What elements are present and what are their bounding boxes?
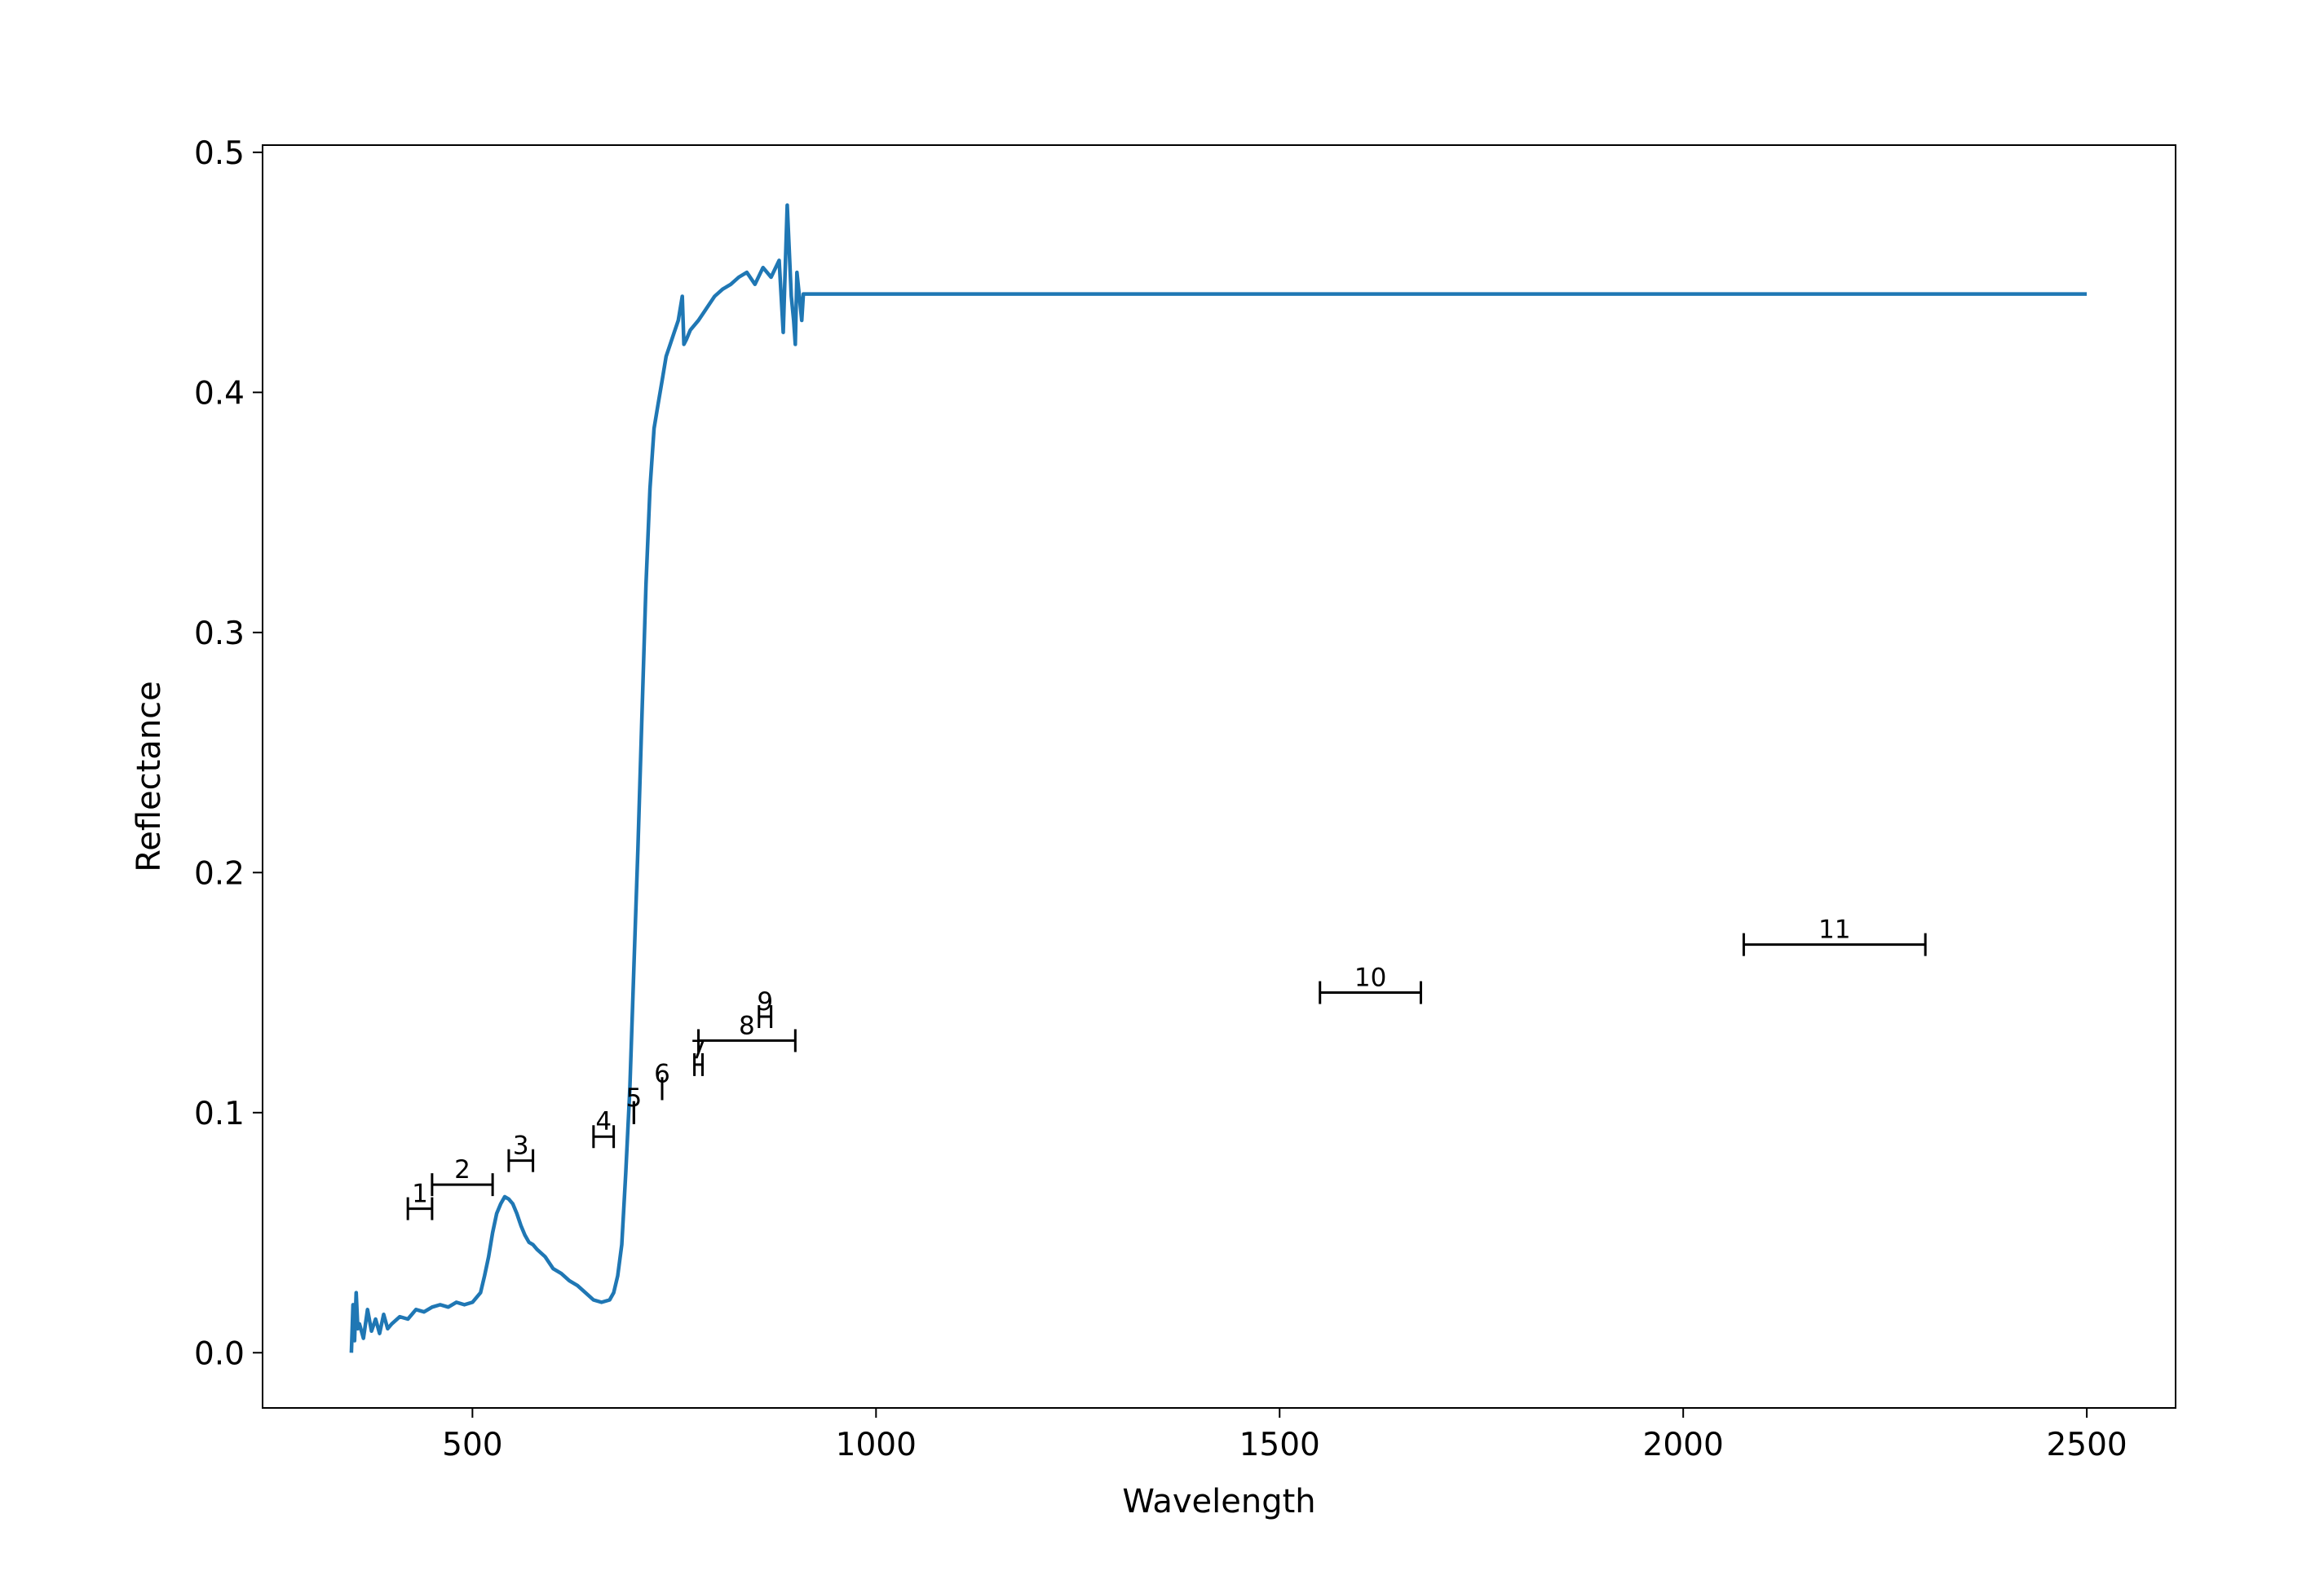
band-label: 11 — [1818, 916, 1850, 945]
band-label: 4 — [595, 1107, 612, 1136]
y-tick-label: 0.5 — [194, 135, 245, 172]
band-marker-4: 4 — [592, 1107, 616, 1149]
band-marker-11: 11 — [1742, 916, 1927, 956]
y-axis: 0.0 0.1 0.2 0.3 0.4 0.5 — [194, 135, 263, 1372]
band-label: 10 — [1354, 964, 1386, 993]
band-marker-1: 1 — [406, 1180, 434, 1220]
band-label: 6 — [654, 1059, 670, 1088]
plot-area: 1234567891011 — [349, 203, 2088, 1353]
y-tick-label: 0.2 — [194, 855, 245, 892]
x-tick-label: 2000 — [1643, 1427, 1724, 1463]
band-marker-2: 2 — [431, 1155, 494, 1197]
y-tick-label: 0.1 — [194, 1096, 245, 1132]
y-tick-label: 0.0 — [194, 1335, 245, 1372]
band-marker-6: 6 — [654, 1059, 670, 1101]
x-tick-label: 2500 — [2046, 1427, 2127, 1463]
x-tick-label: 500 — [442, 1427, 502, 1463]
band-marker-10: 10 — [1319, 964, 1422, 1004]
band-label: 2 — [454, 1155, 471, 1185]
y-tick-label: 0.3 — [194, 616, 245, 652]
band-label: 9 — [757, 987, 773, 1017]
x-axis-label: Wavelength — [1122, 1483, 1315, 1520]
series-line-0 — [349, 203, 2088, 1353]
band-marker-8: 8 — [697, 1011, 797, 1052]
x-axis: 500 1000 1500 2000 2500 — [442, 1408, 2127, 1463]
band-marker-9: 9 — [757, 987, 773, 1028]
y-tick-label: 0.4 — [194, 375, 245, 412]
band-label: 1 — [412, 1180, 428, 1209]
band-marker-3: 3 — [507, 1132, 535, 1172]
axes-frame — [262, 144, 2176, 1409]
band-label: 5 — [625, 1083, 642, 1113]
band-label: 8 — [739, 1011, 755, 1040]
x-tick-label: 1000 — [836, 1427, 917, 1463]
band-label: 3 — [513, 1132, 529, 1161]
x-tick-label: 1500 — [1239, 1427, 1320, 1463]
y-axis-label: Reflectance — [130, 681, 168, 872]
band-marker-5: 5 — [625, 1083, 642, 1124]
